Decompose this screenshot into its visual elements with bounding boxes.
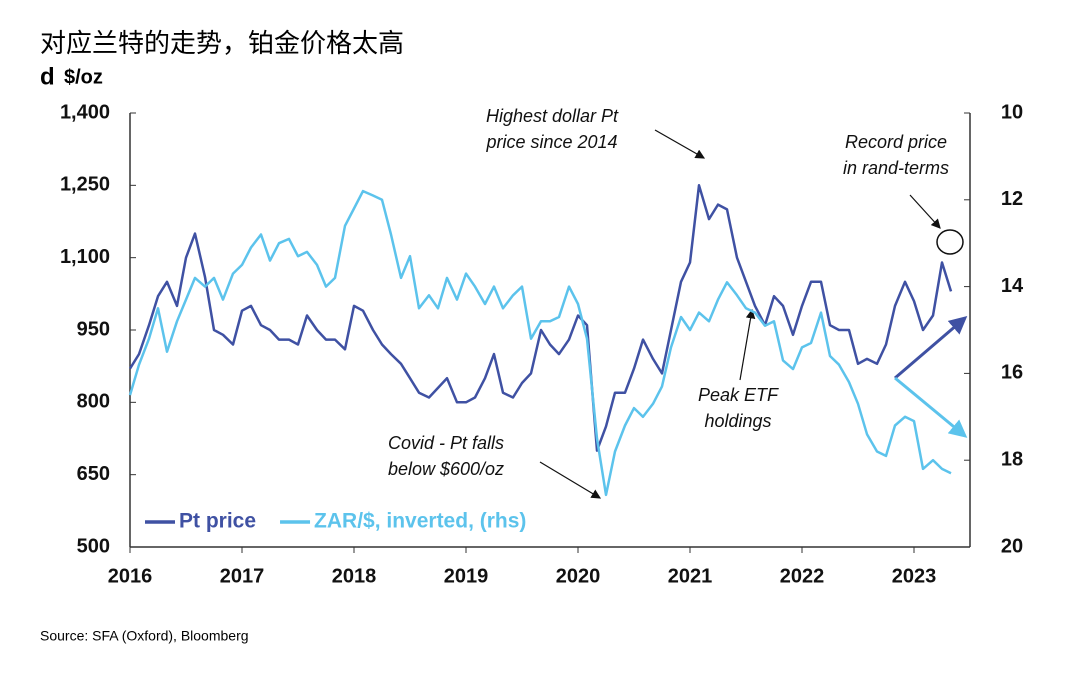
- x-tick-label: 2023: [892, 565, 937, 587]
- y2-tick-label: 12: [1001, 188, 1023, 210]
- y2-tick-label: 10: [1001, 101, 1023, 123]
- y-tick-label: 1,400: [60, 101, 110, 123]
- y-axis-label: $/oz: [64, 66, 103, 88]
- y-tick-label: 950: [77, 318, 110, 340]
- y2-tick-label: 16: [1001, 362, 1023, 384]
- annotation: holdings: [704, 411, 771, 431]
- y2-tick-label: 18: [1001, 448, 1023, 470]
- annotation: in rand-terms: [843, 158, 949, 178]
- x-tick-label: 2020: [556, 565, 601, 587]
- y2-tick-label: 14: [1001, 275, 1024, 297]
- y-tick-label: 650: [77, 463, 110, 485]
- panel-label: d: [40, 63, 55, 90]
- x-tick-label: 2022: [780, 565, 825, 587]
- y-tick-label: 500: [77, 535, 110, 557]
- annotation: price since 2014: [485, 132, 617, 152]
- legend-label: Pt price: [179, 510, 256, 533]
- legend-label: ZAR/$, inverted, (rhs): [314, 510, 526, 533]
- x-tick-label: 2021: [668, 565, 713, 587]
- y-tick-label: 800: [77, 391, 110, 413]
- x-tick-label: 2018: [332, 565, 377, 587]
- annotation: Covid - Pt falls: [388, 433, 504, 453]
- source: Source: SFA (Oxford), Bloomberg: [40, 628, 249, 644]
- annotation: Peak ETF: [698, 385, 779, 405]
- chart-title: 对应兰特的走势，铂金价格太高: [40, 28, 404, 58]
- annotation: Record price: [845, 132, 947, 152]
- x-tick-label: 2016: [108, 565, 153, 587]
- annotation: Highest dollar Pt: [486, 106, 619, 126]
- annotation: below $600/oz: [388, 459, 504, 479]
- x-tick-label: 2017: [220, 565, 265, 587]
- y-tick-label: 1,100: [60, 246, 110, 268]
- x-tick-label: 2019: [444, 565, 489, 587]
- y-tick-label: 1,250: [60, 174, 110, 196]
- annotations: [539, 129, 968, 499]
- series-line: [128, 189, 952, 497]
- series-line: [128, 184, 953, 452]
- y2-tick-label: 20: [1001, 535, 1023, 557]
